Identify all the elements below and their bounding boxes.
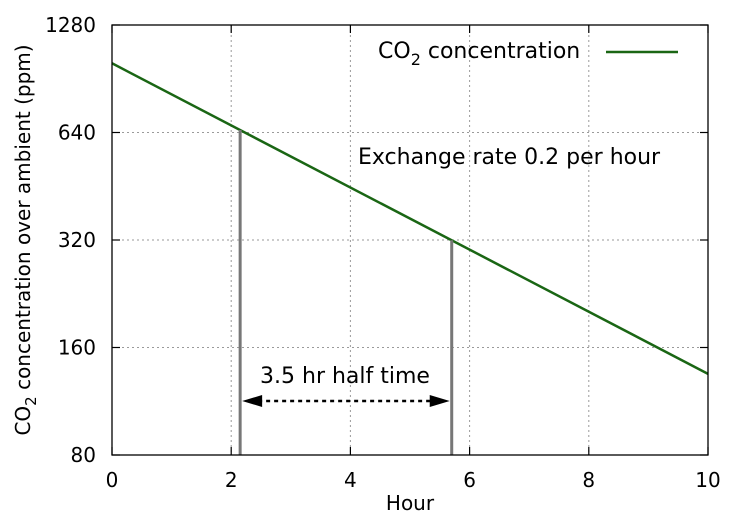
plot-frame [111, 24, 709, 456]
y-tick-label: 1280 [45, 13, 96, 37]
y-tick-label: 160 [58, 336, 96, 360]
x-tick-label: 2 [225, 468, 238, 492]
half-time-arrowhead-left [242, 395, 263, 407]
legend: CO2 concentration [378, 39, 678, 69]
half-time-annotation: 3.5 hr half time [260, 364, 430, 389]
grid-lines [112, 25, 708, 455]
y-axis-label: CO2 concentration over ambient (ppm) [11, 44, 40, 435]
x-tick-label: 8 [582, 468, 595, 492]
tick-labels: 0 2 4 6 8 10 80 160 320 640 1280 [45, 13, 721, 492]
x-axis-label: Hour [386, 491, 435, 515]
x-tick-label: 0 [106, 468, 119, 492]
x-tick-label: 10 [695, 468, 720, 492]
exchange-rate-annotation: Exchange rate 0.2 per hour [358, 145, 661, 170]
x-tick-label: 6 [463, 468, 476, 492]
annotations-layer [238, 130, 454, 455]
legend-label: CO2 concentration [378, 39, 580, 69]
y-tick-label: 80 [71, 443, 96, 467]
half-time-arrowhead-right [429, 395, 450, 407]
x-tick-label: 4 [344, 468, 357, 492]
series-line-co2 [111, 62, 709, 375]
series-layer [111, 62, 709, 375]
y-tick-label: 320 [58, 228, 96, 252]
y-tick-label: 640 [58, 121, 96, 145]
